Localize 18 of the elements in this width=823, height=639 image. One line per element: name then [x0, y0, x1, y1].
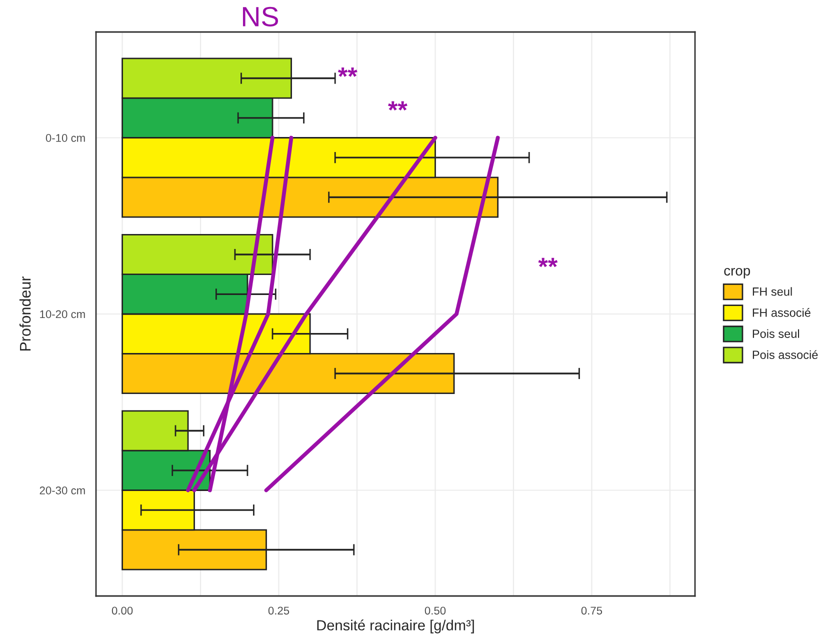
y-tick-label: 0-10 cm — [46, 134, 85, 142]
y-axis-title: Profondeur — [19, 276, 31, 351]
legend-label: FH seul — [752, 287, 792, 296]
legend-label: FH associé — [752, 308, 810, 317]
legend-title: crop — [724, 268, 750, 278]
legend-label: Pois associé — [752, 350, 818, 360]
x-tick-label: 0.00 — [112, 606, 133, 615]
legend-label: Pois seul — [752, 329, 800, 338]
x-tick-label: 0.50 — [424, 606, 446, 615]
y-tick-label: 10-20 cm — [40, 310, 85, 318]
annotation: ** — [388, 101, 408, 111]
text: NS — [242, 6, 278, 27]
y-tick-label: 20-30 cm — [40, 486, 85, 494]
x-tick-label: 0.75 — [581, 606, 602, 615]
annotation: ** — [338, 68, 358, 77]
x-axis-title: Densité racinaire [g/dm³] — [317, 620, 474, 634]
annotation: ** — [538, 258, 558, 268]
x-tick-label: 0.25 — [268, 606, 290, 615]
